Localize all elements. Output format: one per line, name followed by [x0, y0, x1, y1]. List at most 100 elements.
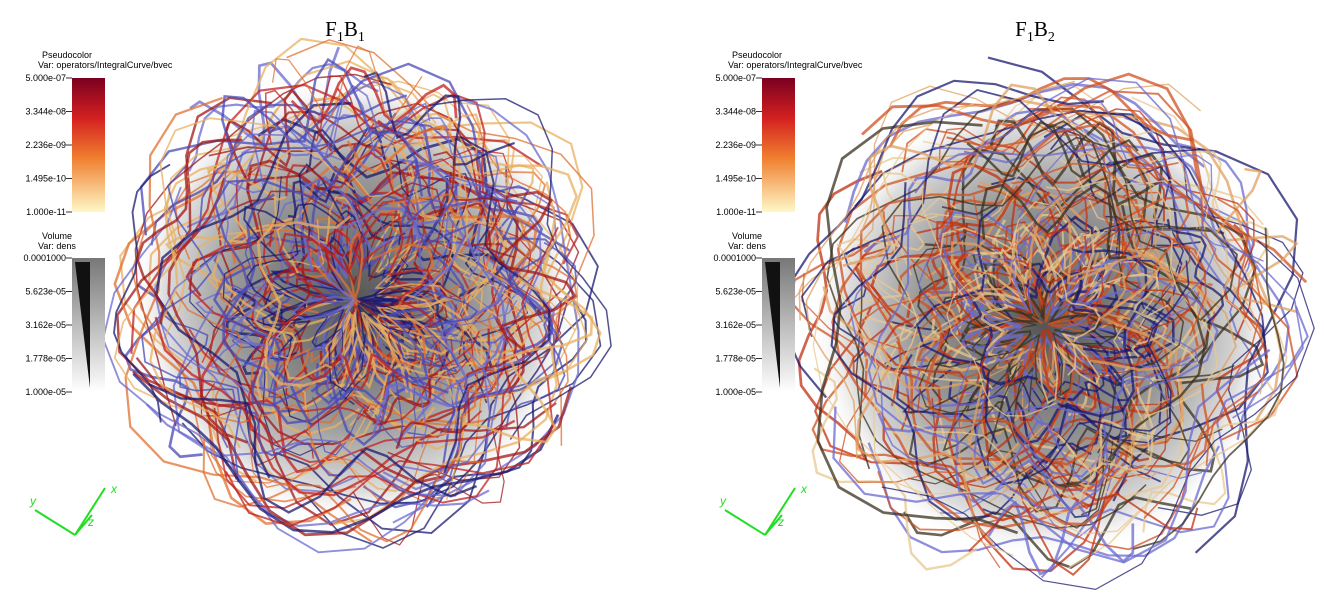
streamline — [229, 300, 301, 392]
legend-tick-label: 5.623e-05 — [715, 287, 756, 297]
streamline — [256, 215, 352, 388]
streamline — [186, 114, 360, 228]
streamline — [1009, 383, 1210, 526]
legend-var: Var: dens — [728, 241, 766, 251]
streamline — [243, 163, 353, 263]
streamline — [914, 147, 1229, 293]
streamline — [931, 219, 1017, 435]
streamline — [1027, 108, 1263, 519]
streamline — [980, 183, 1127, 260]
streamline — [1133, 227, 1285, 550]
streamline — [798, 80, 1075, 321]
streamline — [102, 186, 437, 554]
streamline — [360, 243, 435, 367]
legend-tick-label: 5.000e-07 — [715, 73, 756, 83]
title-part: B — [1034, 17, 1048, 41]
streamline — [867, 218, 1101, 510]
streamline — [917, 222, 969, 401]
streamline — [857, 195, 980, 350]
axis-line — [764, 514, 783, 536]
legend-tick-label: 1.495e-10 — [715, 174, 756, 184]
streamline — [1130, 273, 1168, 358]
streamline — [1016, 144, 1217, 321]
streamline — [273, 378, 458, 464]
streamline — [200, 321, 352, 474]
legend-tick-label: 1.778e-05 — [715, 354, 756, 364]
legend-var: Var: dens — [38, 241, 76, 251]
color-bar — [762, 78, 795, 212]
streamline — [1141, 289, 1201, 410]
streamline — [337, 243, 391, 286]
legend-tick-label: 1.000e-11 — [26, 207, 66, 217]
axis-label: y — [719, 494, 727, 508]
streamline — [213, 130, 423, 304]
legend-tick-label: 1.495e-10 — [25, 174, 66, 184]
streamline — [496, 190, 577, 356]
streamline — [222, 193, 313, 427]
streamline — [1024, 341, 1051, 373]
streamline — [1090, 194, 1185, 454]
legend-var: Var: operators/IntegralCurve/bvec — [38, 60, 173, 70]
streamline — [1081, 100, 1264, 262]
streamline — [245, 409, 360, 477]
streamline — [363, 71, 515, 166]
axis-line — [74, 487, 106, 536]
streamline — [275, 184, 599, 534]
color-bar — [72, 78, 105, 212]
streamline — [912, 245, 1018, 444]
streamline — [208, 359, 533, 502]
streamline — [387, 236, 433, 326]
streamline — [858, 85, 1264, 226]
streamline — [839, 292, 1145, 535]
title-part: 1 — [337, 30, 344, 45]
axis-label: z — [87, 515, 94, 529]
streamline — [393, 135, 542, 473]
title-part: F — [325, 17, 337, 41]
streamline — [989, 119, 1165, 207]
streamline — [261, 292, 312, 360]
streamline — [996, 258, 1104, 329]
streamline — [989, 457, 1159, 511]
axis-line — [764, 487, 796, 536]
streamline — [188, 328, 483, 463]
legend-tick-label: 1.778e-05 — [25, 354, 66, 364]
streamline — [972, 394, 1109, 488]
streamline — [908, 423, 1139, 513]
streamline — [271, 45, 423, 121]
streamline — [1078, 251, 1174, 372]
streamline — [278, 213, 404, 328]
streamline — [150, 94, 408, 246]
streamline — [404, 290, 479, 371]
streamline — [1011, 224, 1095, 287]
opacity-ramp — [765, 262, 780, 388]
axis-label: z — [777, 515, 784, 529]
streamline — [208, 197, 292, 414]
streamline — [1175, 142, 1290, 441]
streamline — [406, 117, 502, 201]
streamline — [253, 293, 333, 380]
streamline — [1056, 386, 1155, 473]
streamline — [463, 276, 594, 444]
streamline — [286, 228, 393, 284]
legend-tick-label: 0.0001000 — [23, 253, 66, 263]
streamline — [1049, 129, 1201, 247]
streamline — [392, 333, 506, 448]
streamline — [413, 201, 471, 283]
streamline — [1166, 219, 1225, 325]
streamline — [1106, 303, 1205, 455]
streamline — [1205, 197, 1269, 466]
streamline — [1011, 162, 1207, 337]
streamline — [172, 305, 493, 497]
streamline — [257, 182, 462, 300]
streamline — [946, 266, 1057, 417]
streamline — [987, 500, 1135, 576]
streamline — [1031, 353, 1108, 403]
streamline — [983, 321, 1024, 364]
streamline — [466, 104, 572, 403]
streamline — [212, 198, 361, 437]
streamline — [246, 202, 342, 320]
legend-label: Pseudocolor — [42, 50, 92, 60]
streamline — [154, 316, 516, 497]
streamline — [830, 182, 990, 521]
